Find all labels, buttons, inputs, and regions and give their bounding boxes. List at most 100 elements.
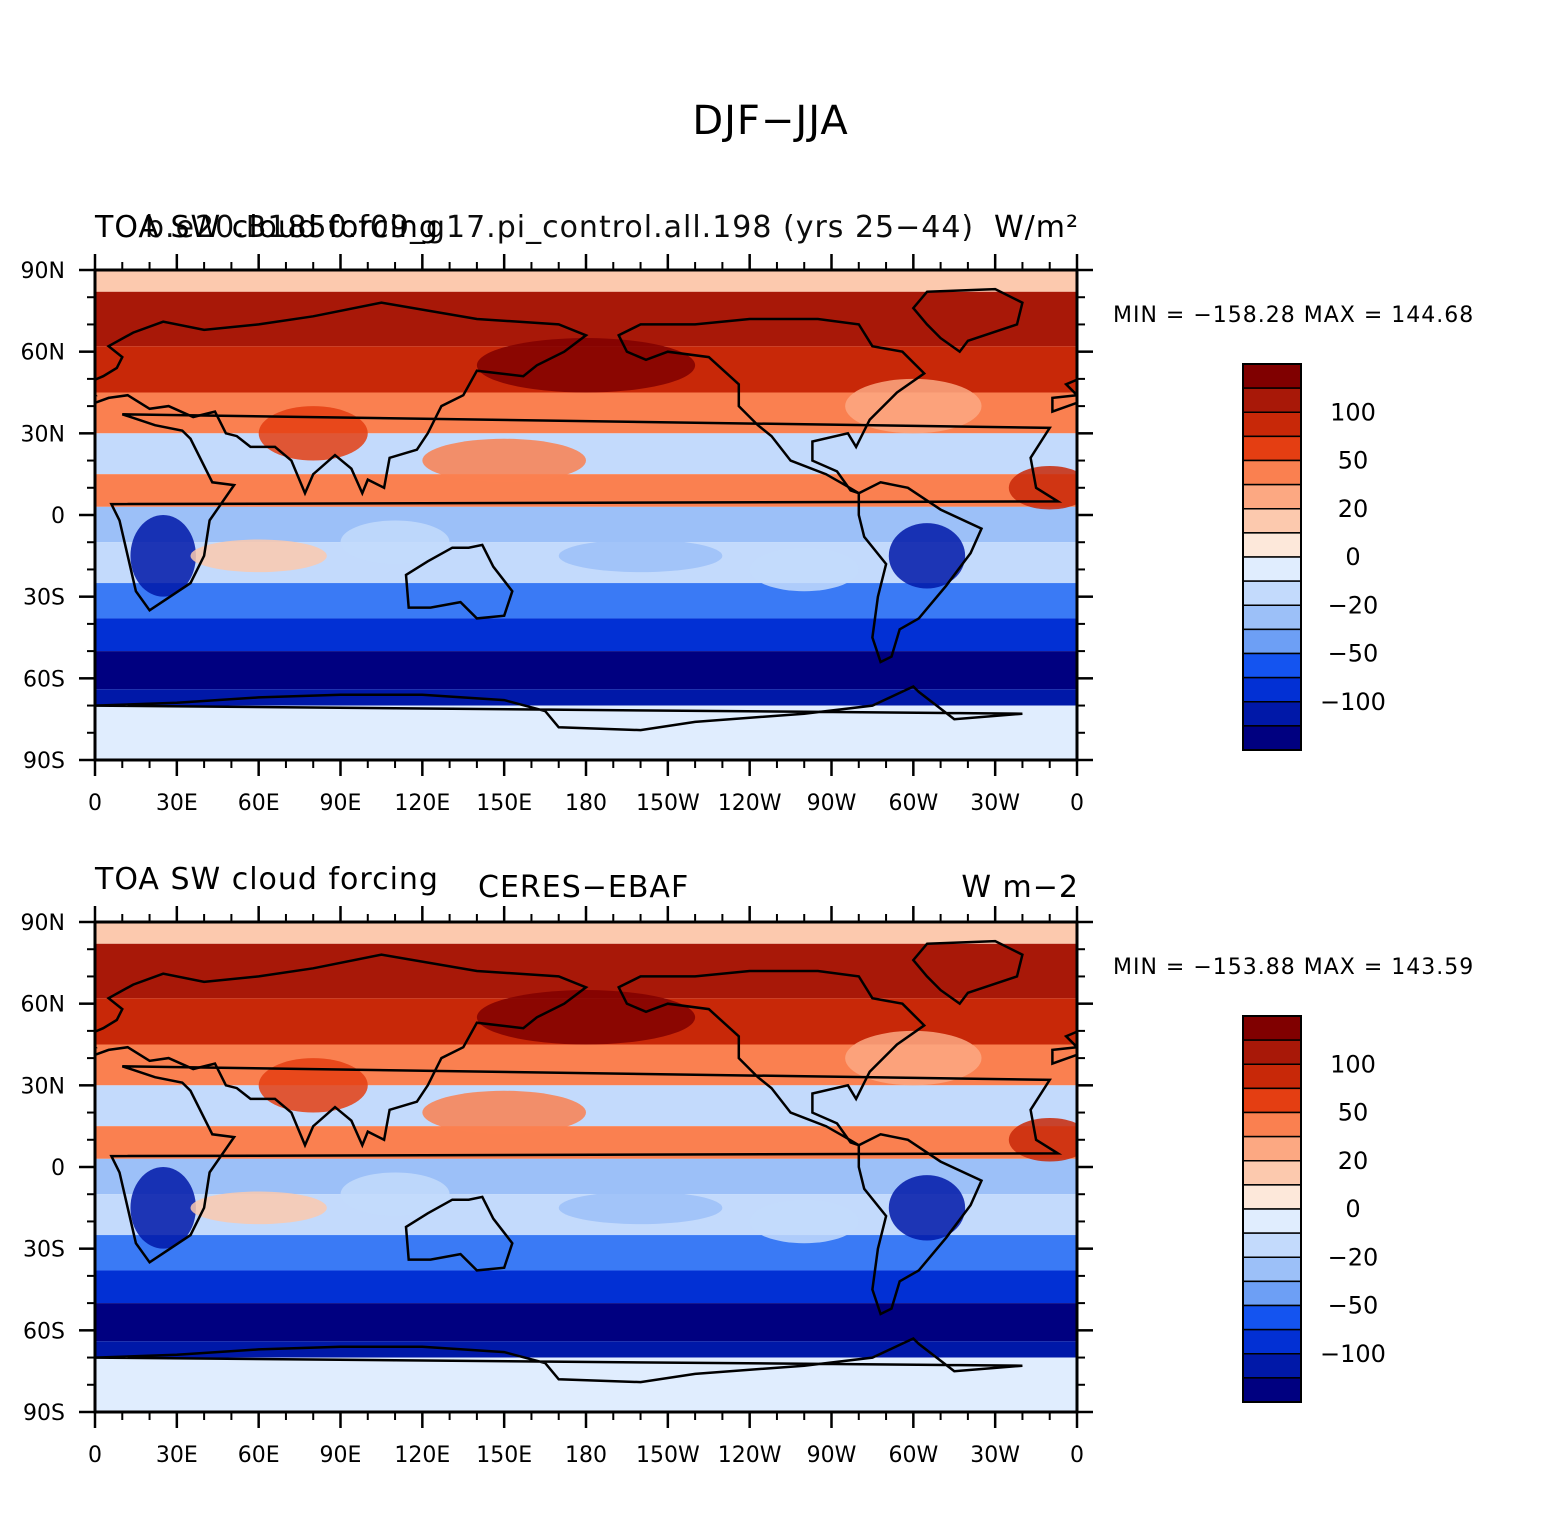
coastline-namerica: [617, 969, 927, 1147]
colorbar-label: −20: [1328, 1243, 1379, 1271]
coastline-australia: [404, 543, 514, 620]
x-tick-label: 60W: [888, 791, 938, 816]
colorbar-label: 100: [1330, 398, 1376, 426]
coastline-africa: [109, 1065, 1063, 1265]
field-anomaly: [422, 438, 586, 483]
figure-title: DJF−JJA: [692, 98, 849, 144]
colorbar-label: 50: [1338, 447, 1369, 475]
zonal-band: [95, 270, 1077, 292]
colorbar-segment: [1242, 1039, 1302, 1065]
panel-units: W m−2: [961, 870, 1079, 905]
field-anomaly: [190, 539, 327, 573]
colorbar-label: 20: [1338, 1147, 1369, 1175]
field-anomaly: [130, 1167, 196, 1249]
coastline-antarctica: [95, 685, 1023, 732]
field-anomaly: [190, 1191, 327, 1225]
map-plot: 0 30E 60E 90E 120E 150E 180 150W 120W 90W 60W 30W 09…: [21, 254, 1093, 816]
zonal-band: [95, 1303, 1077, 1342]
colorbar-segment: [1242, 1377, 1302, 1403]
x-tick-label: 60W: [888, 1443, 938, 1468]
zonal-band: [95, 1357, 1077, 1412]
y-tick-label: 30N: [21, 1074, 65, 1099]
zonal-band: [95, 291, 1077, 347]
x-tick-label: 0: [1070, 1443, 1084, 1468]
colorbar-segment: [1242, 1111, 1302, 1138]
y-tick-label: 60S: [23, 1319, 65, 1344]
zonal-band: [95, 433, 1077, 475]
y-tick-label: 30S: [23, 586, 65, 611]
field-anomaly: [476, 338, 696, 393]
colorbar-segment: [1242, 1304, 1302, 1331]
x-tick-label: 120E: [394, 791, 450, 816]
field-anomaly: [845, 1030, 982, 1086]
colorbar-label: 0: [1345, 1195, 1360, 1223]
panel-left-title: TOA SW cloud forcing: [95, 862, 439, 897]
field-anomaly: [422, 1090, 586, 1135]
zonal-band: [95, 705, 1077, 760]
coastline-samerica: [857, 480, 984, 664]
coastline-eurasia: [95, 301, 589, 497]
x-tick-label: 30W: [970, 791, 1020, 816]
zonal-band: [95, 651, 1077, 690]
colorbar-segment: [1242, 1328, 1302, 1355]
colorbar-segment: [1242, 1256, 1302, 1283]
field-anomaly: [888, 1175, 966, 1241]
field-anomaly: [340, 1172, 450, 1216]
colorbar: 100 50 20 0 −20 −50 −100: [1242, 1015, 1386, 1403]
colorbar-segment: [1242, 1232, 1302, 1258]
zonal-band: [95, 1235, 1077, 1271]
panel-min-max: MIN = −153.88 MAX = 143.59: [1113, 955, 1475, 980]
coastline-africa: [109, 413, 1063, 613]
y-tick-label: 30S: [23, 1238, 65, 1263]
field-anomaly: [258, 1058, 368, 1113]
y-tick-label: 60N: [21, 993, 65, 1018]
field-anomaly: [558, 1191, 723, 1225]
y-tick-label: 90S: [23, 749, 65, 774]
colorbar-label: −20: [1328, 591, 1379, 619]
field-anomaly: [476, 990, 696, 1045]
x-tick-label: 30E: [156, 1443, 198, 1468]
colorbar-segment: [1242, 435, 1302, 462]
y-tick-label: 60N: [21, 341, 65, 366]
x-tick-label: 150W: [636, 1443, 700, 1468]
colorbar-segment: [1242, 604, 1302, 631]
y-tick-label: 0: [51, 504, 65, 529]
colorbar-label: −50: [1328, 1292, 1379, 1320]
colorbar-label: 50: [1338, 1099, 1369, 1127]
panel-center-title: CERES−EBAF: [478, 870, 690, 905]
y-tick-label: 0: [51, 1156, 65, 1181]
x-tick-label: 90E: [320, 1443, 362, 1468]
y-tick-label: 30N: [21, 422, 65, 447]
field-anomaly: [888, 523, 966, 589]
y-tick-label: 90S: [23, 1401, 65, 1426]
x-tick-label: 0: [88, 1443, 102, 1468]
coastline-namerica: [617, 317, 927, 495]
coastline-eurasia: [95, 953, 589, 1149]
zonal-band: [95, 1341, 1077, 1358]
x-tick-label: 90E: [320, 791, 362, 816]
x-tick-label: 180: [565, 791, 607, 816]
colorbar-segment: [1242, 1160, 1302, 1186]
colorbar-label: 0: [1345, 543, 1360, 571]
x-tick-label: 180: [565, 1443, 607, 1468]
colorbar-label: −50: [1328, 640, 1379, 668]
colorbar-segment: [1242, 1280, 1302, 1307]
x-tick-label: 30E: [156, 791, 198, 816]
x-tick-label: 90W: [807, 1443, 857, 1468]
colorbar-segment: [1242, 1063, 1302, 1090]
x-tick-label: 60E: [238, 791, 280, 816]
panel-units: W/m²: [993, 210, 1079, 245]
colorbar-label: 20: [1338, 495, 1369, 523]
colorbar: 100 50 20 0 −20 −50 −100: [1242, 363, 1386, 751]
zonal-band: [95, 618, 1077, 652]
field-anomaly: [749, 547, 859, 592]
zonal-band: [95, 922, 1077, 944]
x-tick-label: 120E: [394, 1443, 450, 1468]
zonal-band: [95, 583, 1077, 619]
x-tick-label: 90W: [807, 791, 857, 816]
field-anomaly: [1008, 1118, 1077, 1162]
coastline-antarctica: [95, 1337, 1023, 1384]
x-tick-label: 150E: [476, 791, 532, 816]
y-tick-label: 60S: [23, 667, 65, 692]
colorbar-segment: [1242, 1353, 1302, 1379]
